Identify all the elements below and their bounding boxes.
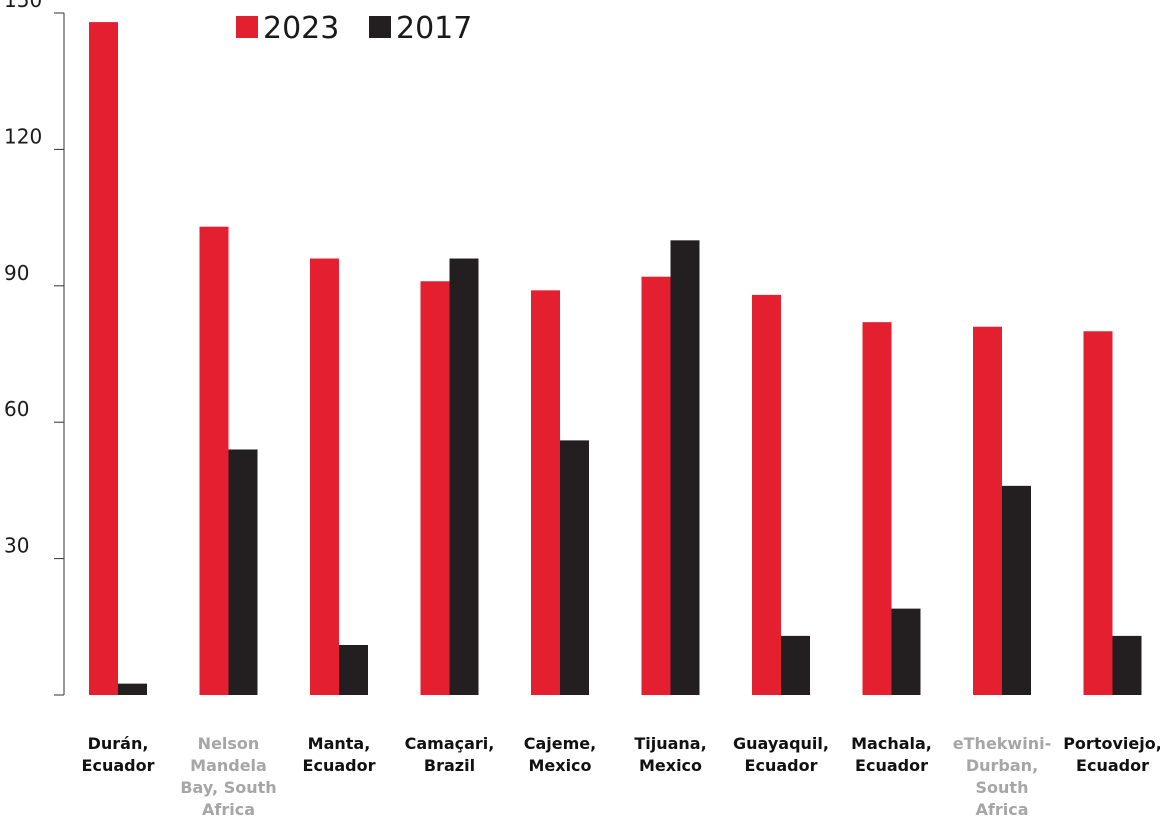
bar-2017 — [1112, 635, 1142, 695]
legend-label-2023: 2023 — [263, 11, 339, 46]
category-label-line: Manta, — [308, 734, 371, 753]
category-label-line: Portoviejo, — [1063, 734, 1160, 753]
bar-2023 — [310, 258, 339, 695]
category-label: Camaçari, Brazil — [405, 734, 495, 775]
y-axis-ticks: 30 60 90 120 150 — [4, 0, 64, 696]
bar-2023 — [973, 326, 1002, 695]
category-label-line: Guayaquil, — [733, 734, 829, 753]
y-tick-label: 150 — [4, 0, 42, 12]
bar-2023 — [531, 290, 560, 695]
category-label-line: Camaçari, — [405, 734, 495, 753]
category-label-line: Ecuador — [303, 756, 376, 775]
category-label-line: Durán, — [88, 734, 149, 753]
category-label-line: Mexico — [528, 756, 591, 775]
category-label-line: Ecuador — [745, 756, 818, 775]
category-label: Manta, Ecuador — [303, 734, 376, 775]
bar-2017 — [781, 635, 810, 695]
category-label: Durán, Ecuador — [82, 734, 155, 775]
bar-2017 — [1002, 485, 1031, 695]
bar-2023 — [420, 281, 450, 695]
bar-2017 — [118, 683, 147, 695]
bar-2023 — [641, 276, 671, 695]
legend-label-2017: 2017 — [396, 11, 472, 46]
category-label-line: Africa — [976, 800, 1029, 819]
bar-2017 — [449, 258, 479, 695]
category-label-line: Tijuana, — [634, 734, 706, 753]
category-label-line: Ecuador — [1076, 756, 1149, 775]
category-label-line: Bay, South — [180, 778, 276, 797]
category-label-line: Ecuador — [82, 756, 155, 775]
category-label: Cajeme, Mexico — [524, 734, 596, 775]
bar-2017 — [670, 240, 700, 696]
y-tick-label: 30 — [4, 534, 29, 558]
y-tick-label: 90 — [4, 261, 29, 285]
category-label-line: Cajeme, — [524, 734, 596, 753]
bar-2023 — [89, 22, 118, 696]
category-label: Machala, Ecuador — [851, 734, 932, 775]
bar-2017 — [228, 449, 258, 695]
category-label-line: Durban, — [966, 756, 1038, 775]
y-tick-label: 120 — [4, 124, 42, 148]
bar-2023 — [199, 226, 229, 695]
legend-swatch-2017 — [369, 16, 391, 38]
bar-2017 — [560, 440, 589, 695]
category-label-line: South — [976, 778, 1029, 797]
bar-2017 — [339, 644, 368, 695]
bar-2023 — [752, 294, 781, 695]
bar-2023 — [1083, 331, 1113, 695]
category-label: Guayaquil, Ecuador — [733, 734, 829, 775]
bars-group — [89, 22, 1142, 696]
category-label: eThekwini- Durban, South Africa — [953, 734, 1051, 819]
category-label-line: eThekwini- — [953, 734, 1051, 753]
category-label-line: Brazil — [424, 756, 475, 775]
legend-swatch-2023 — [236, 16, 258, 38]
category-label-line: Machala, — [851, 734, 932, 753]
category-label-line: Nelson — [198, 734, 260, 753]
category-label-line: Africa — [202, 800, 255, 819]
category-labels: Durán, Ecuador Nelson Mandela Bay, South Afri… — [82, 734, 1160, 819]
category-label: Portoviejo, Ecuador — [1063, 734, 1160, 775]
category-label-line: Mexico — [639, 756, 702, 775]
category-label: Tijuana, Mexico — [634, 734, 706, 775]
legend: 2023 2017 — [236, 11, 472, 46]
bar-2017 — [891, 608, 921, 695]
category-label-line: Ecuador — [855, 756, 928, 775]
category-label-line: Mandela — [190, 756, 267, 775]
bar-2023 — [862, 322, 892, 695]
y-tick-label: 60 — [4, 397, 29, 421]
category-label: Nelson Mandela Bay, South Africa — [180, 734, 276, 819]
